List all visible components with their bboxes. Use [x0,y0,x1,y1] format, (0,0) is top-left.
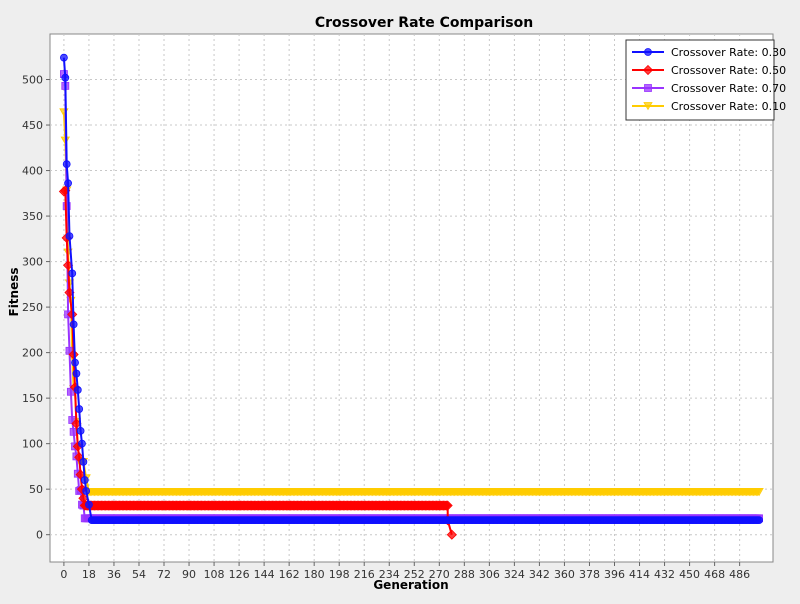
x-tick-label: 198 [329,568,350,581]
y-axis-label: Fitness [7,267,21,316]
data-point [80,476,89,484]
data-point [60,53,68,62]
x-tick-label: 306 [479,568,500,581]
data-point [755,516,763,525]
x-tick-label: 54 [132,568,146,581]
x-tick-label: 108 [204,568,225,581]
legend-label: Crossover Rate: 0.30 [671,46,786,59]
x-tick-label: 18 [82,568,96,581]
data-point [67,309,78,320]
series-2 [58,185,457,540]
x-tick-label: 450 [679,568,700,581]
x-tick-label: 0 [60,568,67,581]
data-point [64,179,72,188]
y-tick-label: 150 [22,392,43,405]
legend-label: Crossover Rate: 0.50 [671,64,786,77]
x-tick-label: 162 [279,568,300,581]
legend-marker [643,102,653,111]
y-tick-label: 500 [22,74,43,87]
legend-marker [642,64,654,76]
legend-marker [644,48,652,56]
x-tick-label: 414 [629,568,650,581]
data-point [69,320,78,329]
data-point [79,457,88,466]
data-point [65,232,74,240]
chart-title: Crossover Rate Comparison [315,15,533,31]
data-point [61,73,70,82]
x-tick-label: 252 [404,568,425,581]
x-tick-label: 324 [504,568,525,581]
legend-item: Crossover Rate: 0.10 [632,100,786,113]
y-tick-label: 400 [22,165,43,178]
legend-label: Crossover Rate: 0.70 [671,82,786,95]
data-point [754,488,764,497]
y-tick-label: 50 [29,483,43,496]
data-point [68,349,79,360]
x-tick-label: 234 [379,568,400,581]
data-point [71,358,79,367]
legend-item: Crossover Rate: 0.70 [632,82,786,95]
x-tick-label: 36 [107,568,121,581]
x-tick-label: 378 [579,568,600,581]
x-tick-label: 180 [304,568,325,581]
data-point [82,487,91,495]
legend-label: Crossover Rate: 0.10 [671,100,786,113]
x-tick-label: 432 [654,568,675,581]
x-tick-label: 396 [604,568,625,581]
y-tick-label: 200 [22,347,43,360]
y-tick-label: 100 [22,438,43,451]
series-layer [58,53,764,540]
data-point [85,500,93,509]
legend-item: Crossover Rate: 0.30 [632,46,786,59]
legend-item: Crossover Rate: 0.50 [632,64,786,77]
x-tick-label: 72 [157,568,171,581]
y-tick-label: 450 [22,119,43,132]
x-tick-label: 126 [229,568,250,581]
data-point [78,439,86,448]
data-point [446,529,457,540]
axes: 0 18 36 54 72 90 108 126 144 162 180 198 216 234 252 27… [22,74,750,581]
x-tick-label: 342 [529,568,550,581]
x-axis-label: Generation [373,578,448,592]
data-point [72,369,81,378]
x-tick-label: 360 [554,568,575,581]
plot-area [49,33,774,563]
data-point [73,386,82,394]
y-tick-label: 300 [22,256,43,269]
data-point [62,160,71,169]
x-tick-label: 486 [729,568,750,581]
x-tick-label: 468 [704,568,725,581]
x-tick-label: 144 [254,568,275,581]
y-tick-label: 250 [22,301,43,314]
y-tick-label: 350 [22,210,43,223]
data-point [75,405,84,413]
y-tick-label: 0 [36,529,43,542]
x-tick-label: 216 [354,568,375,581]
x-tick-label: 90 [182,568,196,581]
legend-marker [644,84,652,92]
x-tick-label: 288 [454,568,475,581]
data-point [442,500,453,511]
series-1 [60,53,763,525]
data-point [68,269,77,278]
x-tick-label: 270 [429,568,450,581]
legend: Crossover Rate: 0.30 Crossover Rate: 0.50… [625,39,786,121]
data-point [76,427,85,435]
